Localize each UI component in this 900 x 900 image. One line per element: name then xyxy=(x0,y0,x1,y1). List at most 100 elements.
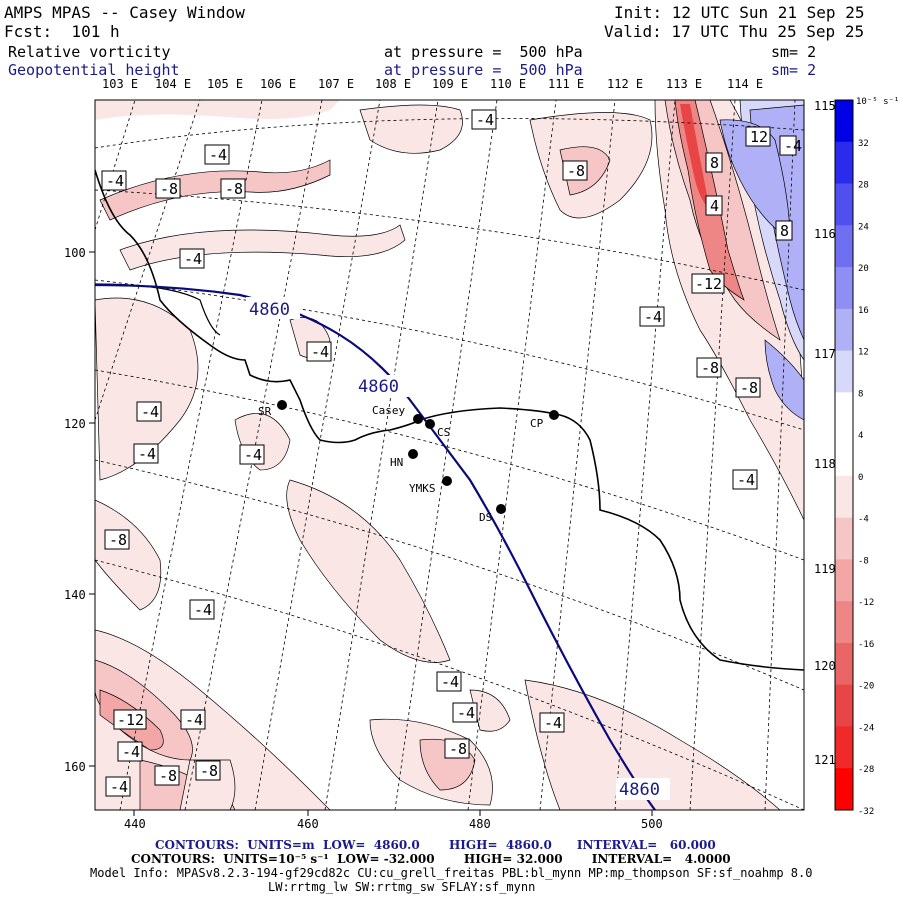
vort-label: 4 xyxy=(710,197,719,215)
vort-label: -8 xyxy=(200,762,218,780)
vort-label: -4 xyxy=(138,445,156,463)
colorbar-label: -24 xyxy=(858,723,874,733)
valid-time: Valid: 17 UTC Thu 25 Sep 25 xyxy=(604,22,865,41)
station-label: CS xyxy=(437,426,450,439)
height-labels: 4860 4860 4860 xyxy=(246,297,670,800)
vort-label: -4 xyxy=(141,403,159,421)
colorbar-segment xyxy=(835,267,853,310)
colorbar-label: 16 xyxy=(858,306,869,316)
station-label: SR xyxy=(258,405,272,418)
x-tick-label: 480 xyxy=(469,817,491,831)
height-contour-info: CONTOURS: UNITS=m LOW= 4860.0 HIGH= 4860… xyxy=(155,838,716,852)
station-label: Casey xyxy=(372,404,405,417)
colorbar-label: 4 xyxy=(858,431,863,441)
vort-label: -8 xyxy=(160,180,178,198)
map-title: AMPS MPAS -- Casey Window xyxy=(4,3,245,22)
station-marker xyxy=(442,476,452,486)
x-axis: 440 460 480 500 xyxy=(124,810,663,831)
colorbar-label: 0 xyxy=(858,473,863,483)
field1-smoothing: sm= 2 xyxy=(771,43,817,61)
lon-label: 103 E xyxy=(102,77,139,91)
lon-label: 108 E xyxy=(375,77,412,91)
vort-label: -4 xyxy=(194,601,212,619)
lon-label: 110 E xyxy=(490,77,527,91)
colorbar-segment xyxy=(835,768,853,811)
colorbar-segment xyxy=(835,642,853,686)
height-label: 4860 xyxy=(358,377,399,397)
vort-label: -4 xyxy=(784,137,802,155)
x-tick-label: 500 xyxy=(641,817,663,831)
colorbar-label: -20 xyxy=(858,682,874,692)
field2-name: Geopotential height xyxy=(8,61,180,79)
lon-label: 104 E xyxy=(155,77,192,91)
colorbar-segment xyxy=(835,517,853,560)
vort-label: -8 xyxy=(567,162,585,180)
lon-label: 111 E xyxy=(548,77,585,91)
station-marker xyxy=(496,504,506,514)
colorbar-label: -4 xyxy=(858,515,869,525)
colorbar-label: 20 xyxy=(858,264,869,274)
station-label: YMKS xyxy=(409,482,436,495)
x-tick-label: 460 xyxy=(297,817,319,831)
y-tick-label: 160 xyxy=(64,760,86,774)
vort-label: 8 xyxy=(780,222,789,240)
lon-label: 114 E xyxy=(727,77,764,91)
station-marker xyxy=(549,410,559,420)
colorbar-segment xyxy=(835,100,853,143)
colorbar-label: 28 xyxy=(858,181,869,191)
colorbar-segment xyxy=(835,183,853,226)
vort-label: -8 xyxy=(449,740,467,758)
station-label: HN xyxy=(390,456,403,469)
colorbar-segment xyxy=(835,141,853,185)
vort-label: -12 xyxy=(117,711,144,729)
height-label: 4860 xyxy=(619,780,660,800)
map-border xyxy=(94,99,805,811)
latitude-gridlines xyxy=(95,118,804,810)
colorbar-label: 8 xyxy=(858,389,863,399)
field2-level: at pressure = 500 hPa xyxy=(384,61,583,79)
vort-label: 12 xyxy=(750,128,768,146)
height-label: 4860 xyxy=(249,300,290,320)
y-tick-label: 100 xyxy=(64,246,86,260)
colorbar-segment xyxy=(835,684,853,727)
field2-smoothing: sm= 2 xyxy=(771,61,817,79)
lon-label: 112 E xyxy=(607,77,644,91)
colorbar-unit: 10⁻⁵ s⁻¹ xyxy=(856,97,899,107)
colorbar-label: -28 xyxy=(858,765,874,775)
vort-label: -4 xyxy=(544,714,562,732)
model-info-physics: LW:rrtmg_lw SW:rrtmg_sw SFLAY:sf_mynn xyxy=(268,880,536,894)
vort-label: -4 xyxy=(244,446,262,464)
colorbar-border xyxy=(834,99,854,811)
vort-label: -4 xyxy=(106,172,124,190)
vort-label: -4 xyxy=(311,343,329,361)
lon-label: 113 E xyxy=(666,77,703,91)
y-tick-label: 140 xyxy=(64,588,86,602)
vort-label: -8 xyxy=(701,359,719,377)
colorbar-segment xyxy=(835,350,853,393)
lon-label: 107 E xyxy=(318,77,355,91)
colorbar-label: -16 xyxy=(858,640,874,650)
station-marker xyxy=(408,449,418,459)
vorticity-contour-info: CONTOURS: UNITS=10⁻⁵ s⁻¹ LOW= -32.000 HI… xyxy=(131,852,731,866)
colorbar-label: -32 xyxy=(858,807,874,817)
colorbar: 32 28 24 20 16 12 8 4 0 -4 -8 -12 -16 -20 -24 -28 -32 xyxy=(834,99,874,817)
init-time: Init: 12 UTC Sun 21 Sep 25 xyxy=(614,3,865,22)
y-axis: 100 120 140 160 xyxy=(64,246,95,774)
vorticity-labels: -4 -4 -4 -8 -8 -4 -8 -4 -4 -4 -12 8 4 8 … xyxy=(101,109,802,797)
colorbar-label: 24 xyxy=(858,222,869,232)
vort-label: -4 xyxy=(209,146,227,164)
stations: SR Casey CS HN YMKS DS CP xyxy=(258,400,559,524)
colorbar-label: -12 xyxy=(858,598,874,608)
station-marker xyxy=(413,414,423,424)
station-label: CP xyxy=(530,417,544,430)
vort-label: -8 xyxy=(159,767,177,785)
vort-label: -8 xyxy=(225,180,243,198)
vort-label: -8 xyxy=(740,379,758,397)
colorbar-segment xyxy=(835,559,853,602)
field1-name: Relative vorticity xyxy=(8,43,171,61)
vort-label: -4 xyxy=(457,704,475,722)
vort-label: -4 xyxy=(476,111,494,129)
lon-label: 106 E xyxy=(260,77,297,91)
vort-label: -4 xyxy=(644,308,662,326)
